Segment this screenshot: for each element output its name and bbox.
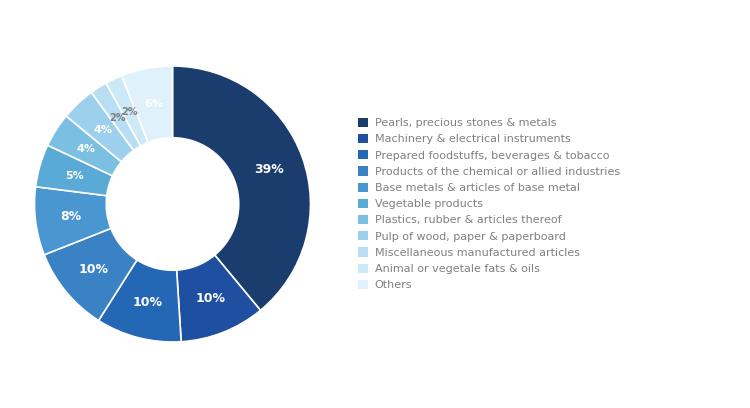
- Text: 2%: 2%: [110, 113, 126, 123]
- Text: 4%: 4%: [76, 144, 96, 154]
- Text: 10%: 10%: [132, 296, 162, 309]
- Wedge shape: [172, 66, 310, 310]
- Text: 5%: 5%: [65, 171, 84, 180]
- Wedge shape: [34, 187, 111, 255]
- Text: 10%: 10%: [195, 293, 225, 306]
- Wedge shape: [44, 228, 137, 321]
- Text: 39%: 39%: [254, 163, 284, 176]
- Text: 10%: 10%: [79, 263, 109, 275]
- Wedge shape: [122, 66, 172, 142]
- Text: 4%: 4%: [93, 124, 112, 135]
- Wedge shape: [177, 255, 260, 342]
- Wedge shape: [48, 116, 122, 176]
- Legend: Pearls, precious stones & metals, Machinery & electrical instruments, Prepared f: Pearls, precious stones & metals, Machin…: [358, 118, 620, 290]
- Text: 8%: 8%: [61, 210, 82, 223]
- Wedge shape: [106, 76, 148, 146]
- Text: 2%: 2%: [121, 106, 137, 117]
- Text: 6%: 6%: [144, 99, 163, 109]
- Wedge shape: [66, 92, 134, 162]
- Wedge shape: [92, 83, 140, 151]
- Wedge shape: [35, 145, 112, 196]
- Wedge shape: [98, 260, 182, 342]
